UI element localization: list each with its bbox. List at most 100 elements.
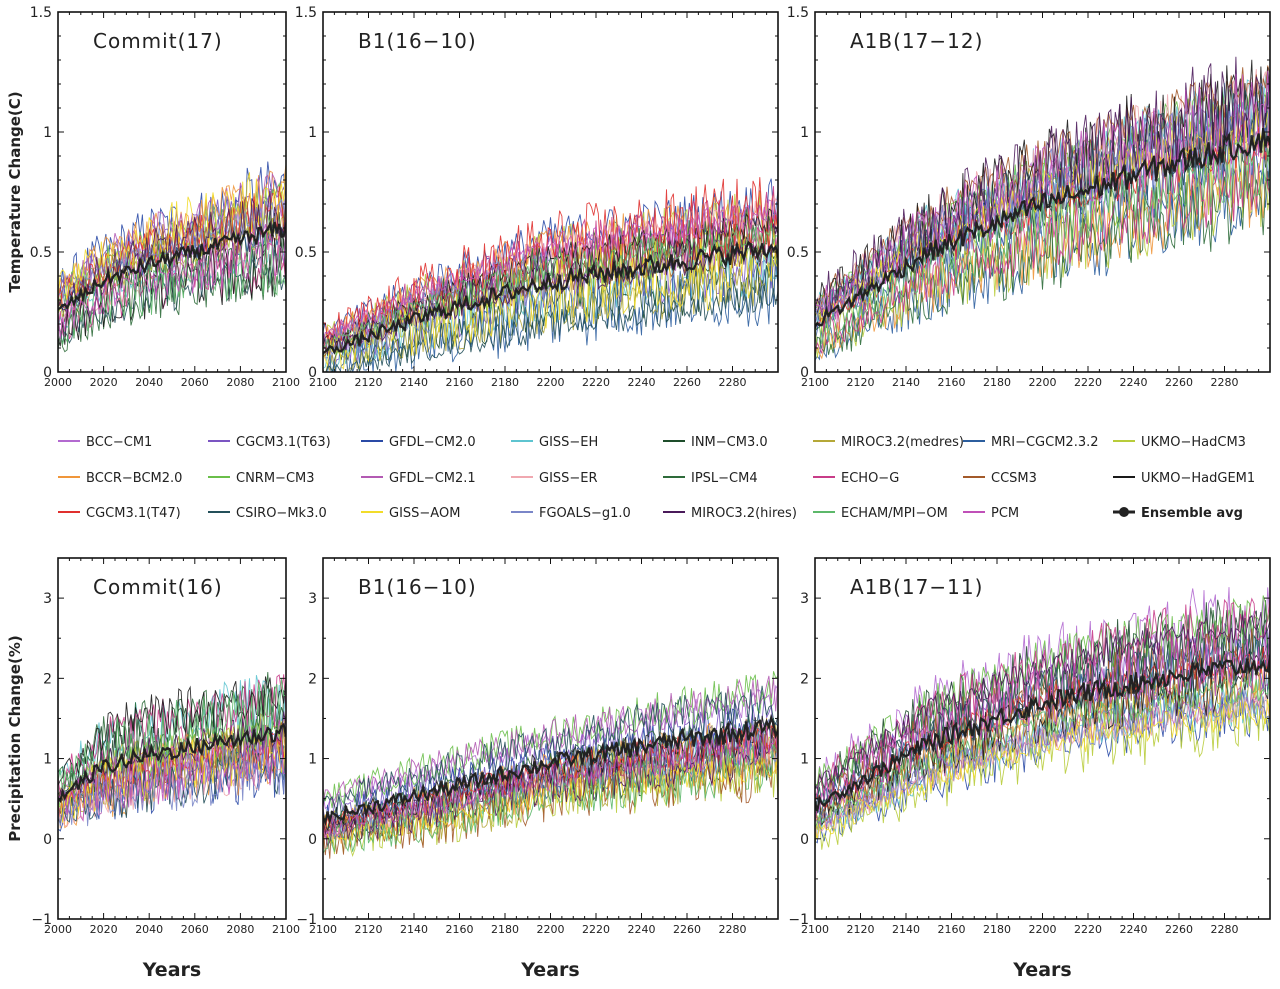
legend-marker	[1119, 507, 1129, 517]
y-tick-label: 0	[308, 365, 317, 381]
y-tick-label: 1	[800, 752, 809, 768]
x-tick-label: 2200	[1029, 376, 1057, 389]
panel-title: A1B(17−12)	[850, 29, 983, 53]
legend-label: MIROC3.2(medres)	[841, 435, 964, 450]
legend-item: ECHO−G	[813, 471, 899, 486]
y-tick-label: 3	[800, 591, 809, 607]
y-axis-label: Precipitation Change(%)	[6, 635, 24, 841]
x-tick-label: 2100	[272, 376, 300, 389]
legend-item: INM−CM3.0	[663, 435, 768, 450]
y-tick-label: −1	[31, 912, 52, 928]
x-tick-label: 2000	[44, 376, 72, 389]
legend-label: BCCR−BCM2.0	[86, 471, 182, 486]
legend-item: FGOALS−g1.0	[511, 506, 631, 521]
plot-frame	[57, 11, 287, 373]
series-line	[815, 671, 1270, 828]
ensemble-avg-line	[815, 655, 1270, 812]
y-axis-label: Temperature Change(C)	[6, 91, 24, 292]
y-tick-label: −1	[788, 912, 809, 928]
x-tick-label: 2220	[582, 376, 610, 389]
legend-label: PCM	[991, 506, 1019, 521]
x-tick-label: 2140	[400, 923, 428, 936]
legend-item: BCC−CM1	[58, 435, 152, 450]
legend-label: Ensemble avg	[1141, 506, 1243, 521]
legend-label: MIROC3.2(hires)	[691, 506, 797, 521]
x-tick-label: 2140	[892, 376, 920, 389]
legend-label: ECHAM/MPI−OM	[841, 506, 948, 521]
legend-label: UKMO−HadGEM1	[1141, 471, 1255, 486]
x-tick-label: 2120	[355, 376, 383, 389]
series-line	[323, 724, 778, 839]
legend-label: CSIRO−Mk3.0	[236, 506, 327, 521]
ensemble-avg-line	[323, 240, 778, 355]
panel-title: A1B(17−11)	[850, 575, 983, 599]
y-tick-label: 0.5	[295, 245, 317, 261]
legend-label: CNRM−CM3	[236, 471, 315, 486]
x-tick-label: 2160	[446, 923, 474, 936]
model-series-group	[58, 671, 286, 832]
x-tick-label: 2240	[628, 923, 656, 936]
series-line	[323, 744, 778, 854]
x-tick-label: 2240	[1120, 923, 1148, 936]
panel-title: Commit(17)	[93, 29, 223, 53]
chart-panel-0: 2000 2020 2040 2060 2080 2100 0 0.5 1 1.5 Commit(1…	[6, 5, 300, 389]
legend-item: GISS−ER	[511, 471, 598, 486]
y-tick-label: 0.5	[787, 245, 809, 261]
ensemble-avg-line	[58, 220, 286, 310]
series-line	[815, 595, 1270, 786]
legend-item: MIROC3.2(medres)	[813, 435, 964, 450]
y-tick-label: 0	[43, 832, 52, 848]
x-tick-label: 2280	[719, 376, 747, 389]
x-tick-label: 2100	[272, 923, 300, 936]
series-line	[815, 70, 1270, 320]
series-line	[323, 675, 778, 809]
x-tick-label: 2220	[1074, 376, 1102, 389]
x-tick-label: 2160	[446, 376, 474, 389]
x-tick-label: 2060	[181, 376, 209, 389]
series-line	[323, 696, 778, 825]
x-tick-label: 2000	[44, 923, 72, 936]
series-line	[815, 165, 1270, 361]
series-line	[323, 685, 778, 817]
legend-item: UKMO−HadCM3	[1113, 435, 1246, 450]
legend-item: MRI−CGCM2.3.2	[963, 435, 1099, 450]
y-tick-label: 0.5	[30, 245, 52, 261]
legend-label: GFDL−CM2.0	[389, 435, 476, 450]
x-tick-label: 2140	[400, 376, 428, 389]
series-line	[325, 256, 778, 372]
y-tick-label: 1.5	[787, 5, 809, 21]
y-tick-label: 0	[800, 832, 809, 848]
x-tick-label: 2180	[983, 923, 1011, 936]
legend-label: BCC−CM1	[86, 435, 152, 450]
legend: BCC−CM1 CGCM3.1(T63) GFDL−CM2.0 GISS−EH INM−…	[58, 435, 1255, 521]
x-tick-label: 2180	[491, 376, 519, 389]
x-tick-label: 2280	[719, 923, 747, 936]
chart-panel-4: 2100 2120 2140 2160 2180 2200 2220 2240 2260 2280…	[296, 557, 779, 981]
x-tick-label: 2220	[1074, 923, 1102, 936]
y-tick-label: 1	[43, 752, 52, 768]
y-tick-label: 1	[308, 125, 317, 141]
legend-item: CSIRO−Mk3.0	[208, 506, 327, 521]
series-line	[323, 199, 778, 344]
legend-label: MRI−CGCM2.3.2	[991, 435, 1099, 450]
x-tick-label: 2260	[673, 376, 701, 389]
x-tick-label: 2120	[355, 923, 383, 936]
y-tick-label: 1	[43, 125, 52, 141]
y-tick-label: 1.5	[295, 5, 317, 21]
legend-item: PCM	[963, 506, 1019, 521]
y-tick-label: 1.5	[30, 5, 52, 21]
x-tick-label: 2100	[801, 923, 829, 936]
y-tick-label: 0	[43, 365, 52, 381]
series-line	[58, 719, 286, 822]
chart-panel-1: 2100 2120 2140 2160 2180 2200 2220 2240 2260 2280…	[295, 5, 779, 389]
ensemble-avg-line	[58, 722, 286, 804]
chart-panel-5: 2100 2120 2140 2160 2180 2200 2220 2240 2260 2280…	[788, 557, 1271, 981]
series-line	[323, 197, 778, 340]
x-tick-label: 2260	[673, 923, 701, 936]
series-line	[58, 242, 286, 333]
x-tick-label: 2160	[938, 923, 966, 936]
legend-label: UKMO−HadCM3	[1141, 435, 1246, 450]
series-line	[58, 711, 286, 807]
legend-label: FGOALS−g1.0	[539, 506, 631, 521]
y-tick-label: 2	[308, 671, 317, 687]
